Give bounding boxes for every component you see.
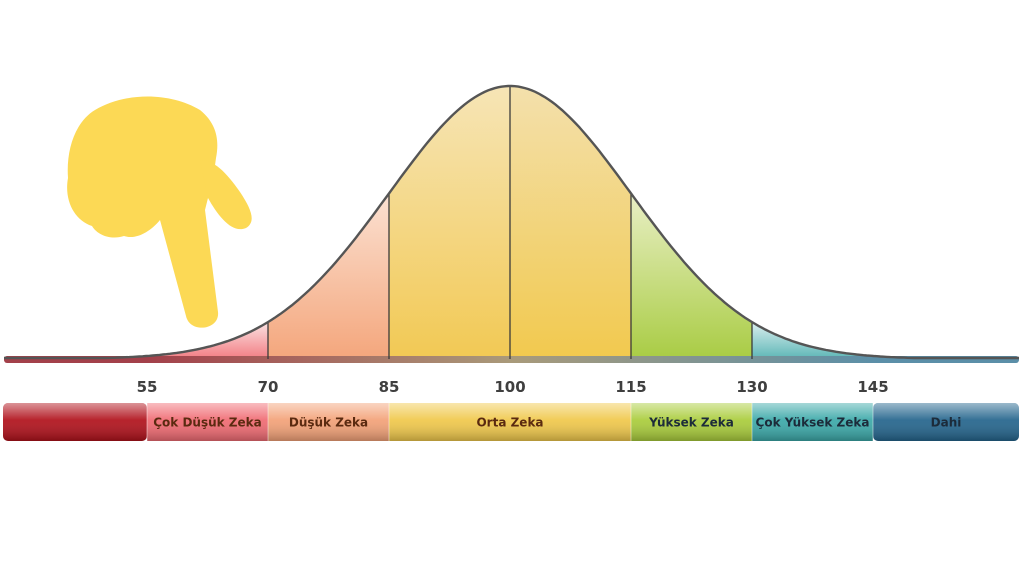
curve-fill-segment <box>752 322 873 359</box>
x-tick-label: 115 <box>615 378 646 396</box>
curve-baseline <box>4 356 1019 363</box>
band-segment-label: Çok Düşük Zeka <box>153 416 261 430</box>
baseline-bar <box>4 356 1019 363</box>
band-segment-gloss <box>631 403 752 441</box>
band-segment-label: Yüksek Zeka <box>648 416 734 430</box>
x-tick-label: 55 <box>137 378 158 396</box>
x-tick-label: 85 <box>379 378 400 396</box>
band-segment-gloss <box>268 403 389 441</box>
category-band: Çok Düşük Zeka Düşük Zeka Orta Zeka Yüksek … <box>3 403 1019 441</box>
band-segment: Çok Yüksek Zeka <box>751 403 873 441</box>
band-segment: Yüksek Zeka <box>630 403 752 441</box>
band-segment-label: Düşük Zeka <box>289 416 368 430</box>
x-tick-label: 130 <box>736 378 767 396</box>
hand-finger-tip <box>200 160 252 230</box>
curve-outline-group <box>4 84 1019 360</box>
band-segment-gloss <box>752 403 873 441</box>
band-segment-gloss <box>147 403 268 441</box>
band-segment-label: Orta Zeka <box>476 416 543 430</box>
band-segment-label: Dahi <box>931 416 962 430</box>
band-segment: Dahi <box>872 403 1019 441</box>
bell-curve-line <box>4 84 1019 360</box>
pointing-hand-icon <box>67 96 252 328</box>
curve-fill-segment <box>147 322 268 359</box>
x-tick-label: 70 <box>258 378 279 396</box>
band-segment <box>3 403 147 441</box>
x-tick-label: 145 <box>857 378 888 396</box>
x-axis-ticks: 55 70 85 100 115 130 145 <box>137 378 889 396</box>
x-tick-label: 100 <box>494 378 525 396</box>
band-segment-gloss <box>873 403 1019 441</box>
hand-palm <box>67 96 219 328</box>
band-segment: Çok Düşük Zeka <box>146 403 268 441</box>
band-segment-label: Çok Yüksek Zeka <box>756 416 870 430</box>
band-segment: Orta Zeka <box>388 403 631 441</box>
band-segment-gloss <box>389 403 631 441</box>
band-segment: Düşük Zeka <box>267 403 389 441</box>
curve-fill-segment <box>389 86 510 359</box>
curve-fill-segment <box>510 86 631 359</box>
band-segment-gloss <box>3 403 147 441</box>
